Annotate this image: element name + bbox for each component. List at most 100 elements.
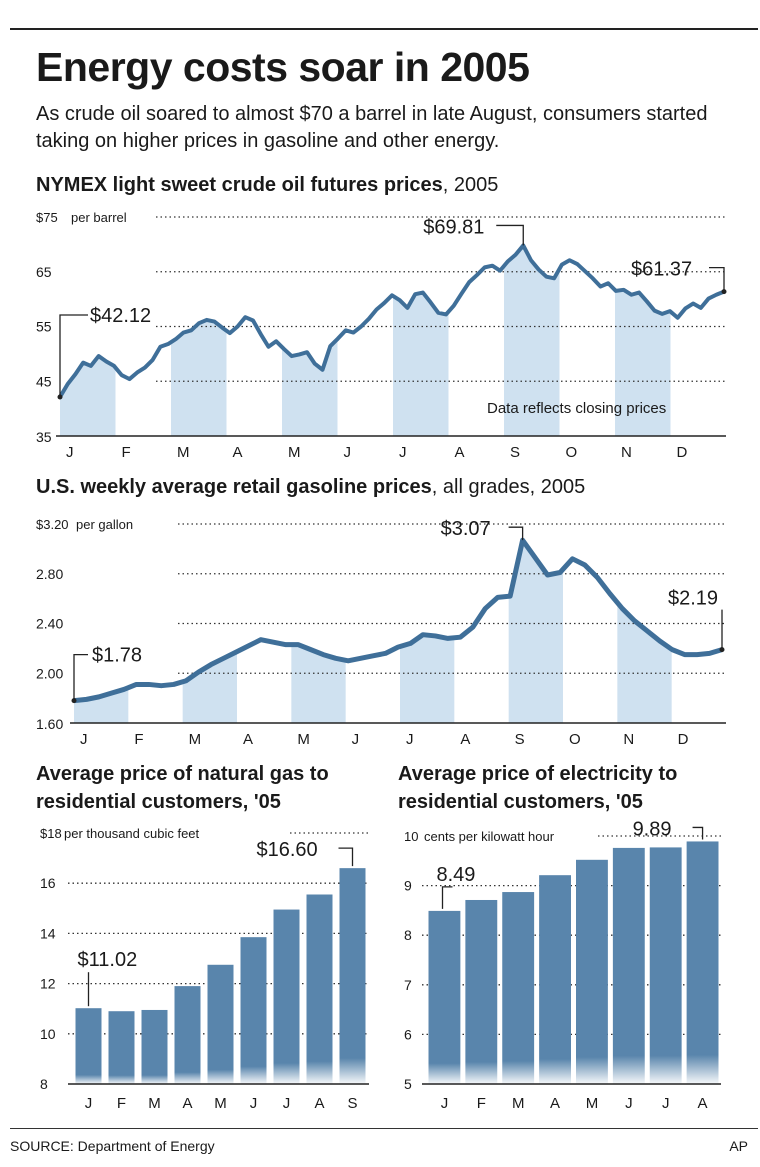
intro-text: As crude oil soared to almost $70 a barr… [36,103,708,152]
oil-month-label: D [677,444,688,461]
gas-chart-title: U.S. weekly average retail gasoline pric… [36,476,585,499]
gas-callout-line [73,653,88,701]
elec-callout-line [441,886,453,909]
elec-ytick-label: 10 [404,829,418,844]
oil-mask [60,215,728,398]
oil-callout-line [709,266,725,292]
gas-month-label: J [406,731,414,748]
elec-month-label: J [441,1095,449,1112]
gas-ytick-label: 1.60 [36,716,63,732]
gas-callout-label: $1.78 [92,645,142,667]
natgas-callout-label: $16.60 [257,839,318,861]
oil-month-label: M [288,444,301,461]
gas-ytick-label: $3.20 [36,517,69,532]
natgas-chart-title: Average price of natural gas to resident… [36,763,329,813]
elec-bar [465,899,498,1084]
oil-month-label: J [399,444,407,461]
oil-month-label: J [66,444,74,461]
headline: Energy costs soar in 2005 [36,44,530,90]
oil-ytick-label: 45 [36,373,52,389]
elec-ytick-label: 7 [404,977,412,993]
gas-month-label: A [460,731,470,748]
elec-unit-label: cents per kilowatt hour [424,829,555,844]
elec-ytick-label: 6 [404,1026,412,1042]
gas-month-label: M [189,731,202,748]
natgas-ytick-label: 12 [40,976,56,992]
elec-callout-label: 8.49 [437,864,476,886]
gas-month-label: J [352,731,360,748]
elec-bar [686,841,719,1084]
elec-bar [502,892,535,1084]
oil-month-label: N [621,444,632,461]
oil-callout-line [59,314,88,398]
natgas-month-label: J [283,1095,291,1112]
oil-month-label: O [566,444,578,461]
elec-ytick-label: 5 [404,1076,412,1092]
top-rule [10,28,758,30]
oil-chart-title: NYMEX light sweet crude oil futures pric… [36,174,498,197]
gas-callout-label: $2.19 [668,588,718,610]
oil-ytick-label: 55 [36,319,52,335]
natgas-bar [240,937,267,1084]
natgas-bar [273,909,300,1084]
oil-title-bold: NYMEX light sweet crude oil futures pric… [36,174,443,196]
gas-month-label: A [243,731,253,748]
oil-callout-dot [57,394,63,400]
gas-month-label: N [623,731,634,748]
gas-month-label: D [678,731,689,748]
gas-ytick-label: 2.00 [36,665,63,681]
natgas-bar [306,894,333,1084]
oil-callout-dot [721,289,727,295]
credit: AP [729,1138,748,1154]
natgas-bar [207,964,234,1084]
gas-callout-label: $3.07 [441,518,491,540]
natgas-month-label: S [347,1095,357,1112]
oil-note: Data reflects closing prices [487,400,666,417]
elec-bar [612,847,645,1084]
elec-ytick-label: 9 [404,878,412,894]
gas-month-label: J [80,731,88,748]
elec-month-label: M [586,1095,599,1112]
gas-title-bold: U.S. weekly average retail gasoline pric… [36,476,432,498]
gas-month-label: M [297,731,310,748]
oil-month-label: F [122,444,131,461]
oil-ytick-label: $75 [36,210,58,225]
gas-month-label: S [515,731,525,748]
natgas-month-label: A [314,1095,324,1112]
oil-ytick-label: 35 [36,429,52,445]
oil-series-line [58,243,725,399]
gas-ytick-label: 2.40 [36,616,63,632]
gasoline-price-chart: 1.60 2.00 2.40 2.80 $3.20 per gallon J F M A M J J A S… [36,517,728,748]
source-note: SOURCE: Department of Energy [10,1138,215,1154]
natgas-month-label: A [182,1095,192,1112]
natgas-ytick-label: 10 [40,1026,56,1042]
oil-title-rest: , 2005 [442,174,499,196]
gas-callout-dot [71,698,77,704]
natgas-month-label: M [214,1095,227,1112]
gas-month-label: O [569,731,581,748]
gas-title-rest: , all grades, 2005 [431,476,586,498]
natgas-bar [75,1008,102,1084]
oil-callout-line [496,224,524,246]
oil-callout-label: $61.37 [631,259,692,281]
oil-callout-label: $42.12 [90,305,151,327]
elec-month-label: A [698,1095,708,1112]
elec-bar [576,859,608,1084]
electricity-chart-title: Average price of electricity to resident… [398,763,678,813]
gas-callout-dot [719,647,725,653]
gas-unit-label: per gallon [76,517,133,532]
elec-bar [428,910,461,1084]
natgas-ytick-label: 14 [40,925,56,941]
natgas-ytick-label: 16 [40,875,56,891]
gas-month-label: F [134,731,143,748]
oil-price-chart: 35 45 55 65 $75 per barrel J F M A M J J A S O N D Data re… [36,210,728,461]
oil-month-label: S [510,444,520,461]
natgas-bar [339,868,366,1084]
natgas-bar [108,1011,135,1084]
elec-callout-label: 9.89 [633,818,672,840]
oil-month-label: J [344,444,352,461]
natgas-ytick-label: $18 [40,826,62,841]
natgas-month-label: J [85,1095,93,1112]
natural-gas-bar-chart: 8 10 12 14 16 $18 per thousand cubic feet J F M A M… [40,826,369,1112]
natgas-month-label: J [250,1095,258,1112]
